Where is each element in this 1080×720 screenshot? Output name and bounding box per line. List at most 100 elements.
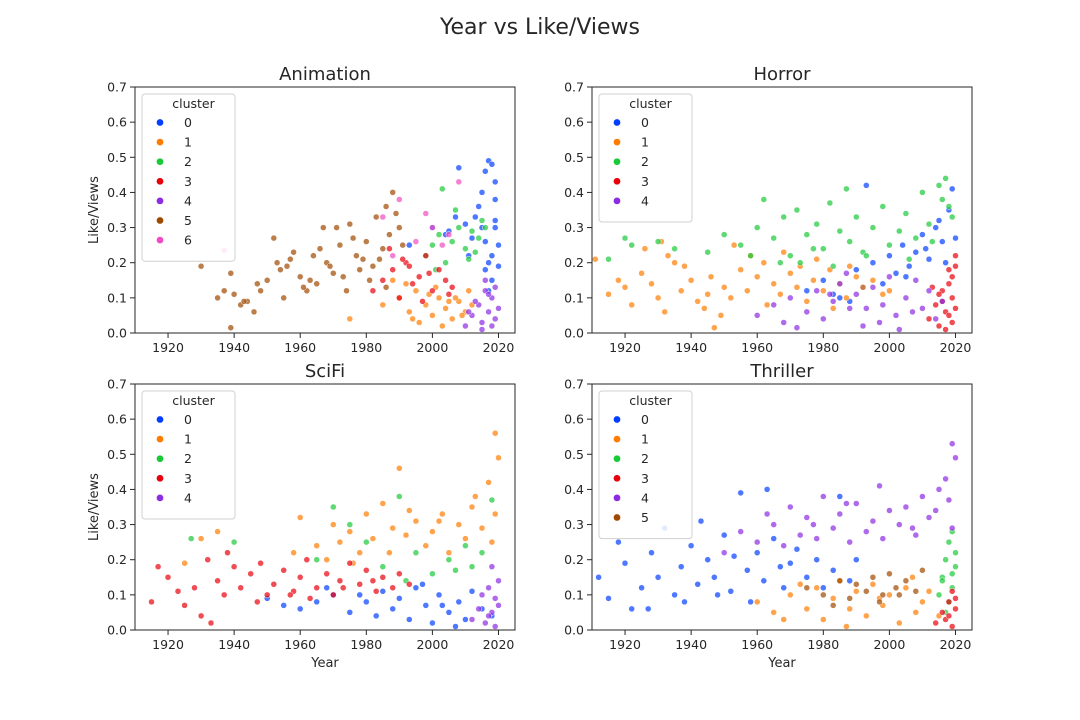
scatter-point-cluster-4 (478, 319, 486, 326)
legend-box (598, 390, 693, 540)
scatter-point-cluster-2 (462, 245, 469, 252)
scatter-point-cluster-0 (677, 563, 685, 570)
scatter-point-cluster-1 (869, 581, 877, 588)
scatter-point-cluster-1 (694, 298, 701, 305)
scatter-point-cluster-3 (214, 577, 221, 585)
scatter-point-cluster-2 (330, 503, 337, 511)
legend-marker-cluster-0 (613, 415, 621, 424)
scatter-point-cluster-1 (886, 591, 893, 599)
y-tick-label: 0.3 (107, 220, 127, 235)
points (197, 157, 502, 333)
scatter-point-cluster-2 (770, 234, 777, 242)
scatter-point-cluster-2 (935, 591, 943, 599)
scatter-point-cluster-5 (869, 574, 877, 581)
scatter-point-cluster-3 (435, 266, 443, 273)
scatter-point-cluster-0 (922, 245, 929, 252)
scatter-point-cluster-3 (154, 563, 162, 570)
scatter-point-cluster-3 (247, 570, 254, 578)
scatter-point-cluster-1 (458, 312, 466, 319)
x-tick-label: 1960 (284, 340, 316, 355)
scatter-point-cluster-5 (892, 584, 900, 592)
scatter-point-cluster-1 (290, 549, 297, 556)
scatter-point-cluster-5 (863, 588, 870, 595)
scatter-point-cluster-1 (846, 262, 853, 270)
scatter-point-cluster-2 (939, 196, 946, 203)
scatter-point-cluster-4 (935, 486, 943, 493)
scatter-point-cluster-4 (869, 284, 877, 291)
scatter-point-cluster-4 (948, 524, 956, 532)
scatter-point-cluster-0 (697, 517, 705, 525)
scatter-point-cluster-3 (952, 595, 959, 602)
scatter-point-cluster-0 (628, 605, 635, 613)
scatter-point-cluster-1 (214, 528, 221, 535)
scatter-point-cluster-1 (422, 542, 430, 549)
scatter-point-cluster-0 (485, 259, 492, 266)
scatter-point-cluster-3 (197, 612, 205, 620)
scatter-point-cluster-4 (879, 535, 887, 542)
scatter-point-cluster-3 (386, 245, 393, 252)
scatter-point-cluster-1 (853, 588, 860, 595)
scatter-point-cluster-1 (406, 308, 413, 316)
scatter-point-cluster-4 (896, 326, 903, 333)
scatter-point-cluster-4 (939, 298, 946, 305)
scatter-point-cluster-5 (330, 270, 337, 277)
scatter-point-cluster-0 (488, 161, 496, 168)
scatter-point-cluster-0 (863, 182, 870, 189)
scatter-point-cluster-2 (939, 577, 946, 585)
scatter-point-cluster-1 (313, 542, 320, 549)
scatter-point-cluster-1 (478, 524, 486, 532)
scatter-point-cluster-3 (270, 581, 278, 588)
scatter-point-cluster-2 (452, 206, 459, 214)
scatter-point-cluster-4 (803, 308, 811, 316)
legend-marker-cluster-0 (613, 118, 621, 127)
scatter-point-cluster-4 (843, 500, 850, 507)
scatter-point-cluster-4 (787, 503, 794, 511)
legend-marker-cluster-5 (613, 513, 621, 522)
scatter-point-cluster-3 (346, 559, 354, 567)
scatter-point-cluster-0 (482, 168, 489, 175)
scatter-point-cluster-0 (892, 270, 900, 277)
scatter-point-cluster-0 (313, 598, 320, 606)
scatter-point-cluster-3 (369, 577, 377, 585)
scatter-point-cluster-2 (886, 241, 893, 249)
scatter-point-cluster-0 (935, 217, 943, 224)
scatter-point-cluster-0 (595, 574, 602, 581)
scatter-point-cluster-0 (615, 538, 622, 546)
scatter-point-cluster-2 (628, 241, 635, 249)
scatter-point-cluster-4 (863, 305, 870, 312)
scatter-point-cluster-0 (820, 584, 827, 592)
scatter-point-cluster-4 (863, 528, 870, 535)
x-tick-label: 2020 (483, 637, 515, 652)
scatter-point-cluster-5 (879, 591, 887, 599)
scatter-point-cluster-6 (422, 210, 430, 217)
scatter-point-cluster-1 (181, 559, 188, 567)
scatter-point-cluster-3 (948, 294, 956, 302)
scatter-point-cluster-1 (707, 273, 715, 281)
scatter-point-cluster-3 (948, 623, 956, 630)
y-tick-label: 0.5 (107, 447, 127, 462)
x-tick-label: 1960 (741, 637, 773, 652)
axes-frame (134, 86, 516, 334)
scatter-point-cluster-1 (803, 605, 811, 613)
scatter-point-cluster-3 (254, 598, 261, 606)
scatter-point-cluster-1 (592, 255, 599, 263)
x-tick-label: 2020 (940, 637, 972, 652)
scatter-point-cluster-4 (482, 277, 489, 284)
scatter-point-cluster-2 (863, 252, 870, 259)
scatter-point-cluster-0 (468, 588, 476, 595)
scatter-point-cluster-3 (174, 588, 182, 595)
scatter-point-cluster-0 (737, 489, 744, 497)
scatter-point-cluster-0 (899, 241, 906, 249)
scatter-point-cluster-1 (796, 581, 804, 588)
scatter-point-cluster-2 (948, 213, 956, 221)
y-tick-label: 0.5 (564, 447, 584, 462)
scatter-point-cluster-2 (945, 538, 953, 546)
scatter-point-cluster-0 (763, 486, 771, 493)
scatter-point-cluster-5 (389, 189, 396, 196)
scatter-point-cluster-4 (485, 308, 492, 316)
scatter-point-cluster-1 (472, 493, 479, 500)
scatter-point-cluster-5 (316, 245, 324, 252)
scatter-point-cluster-3 (422, 252, 430, 259)
scatter-point-cluster-0 (475, 203, 482, 210)
scatter-point-cluster-4 (952, 454, 959, 462)
